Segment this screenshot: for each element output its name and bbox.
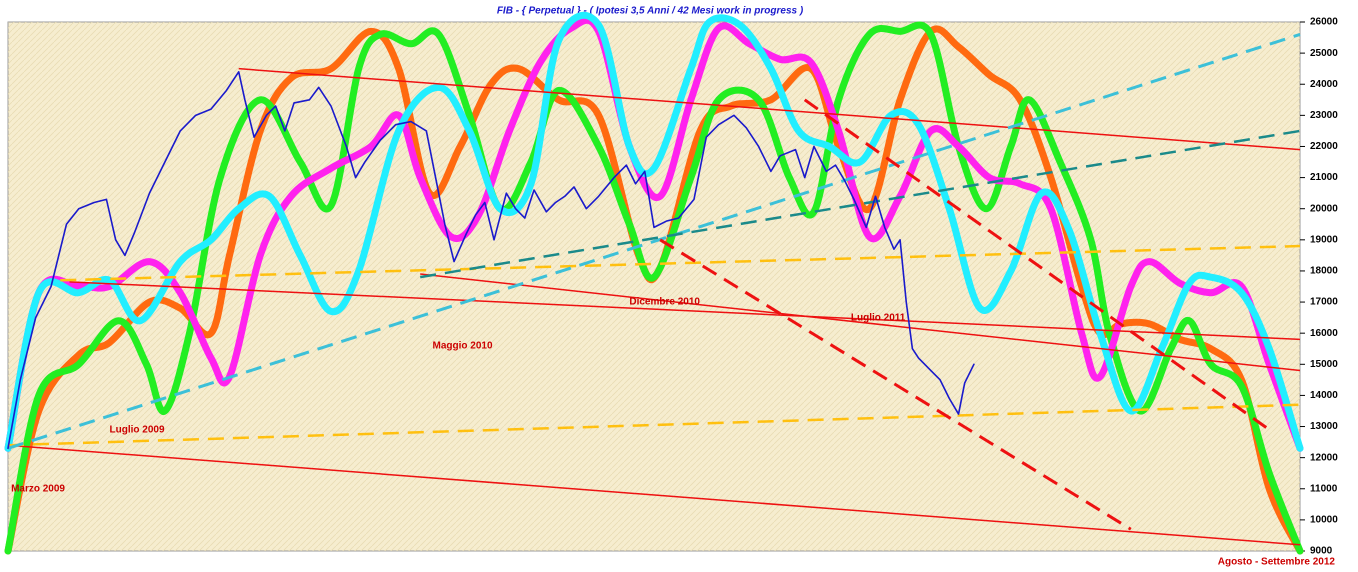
y-tick-label: 15000 (1310, 359, 1338, 370)
y-tick-label: 11000 (1310, 483, 1338, 494)
cycle-wave (4, 16, 1304, 452)
y-tick-label: 12000 (1310, 452, 1338, 463)
cycle-wave (4, 11, 1304, 452)
y-tick-label: 23000 (1310, 110, 1338, 121)
footer-note: Agosto - Settembre 2012 (1218, 557, 1336, 568)
y-tick-label: 21000 (1310, 172, 1338, 183)
y-tick-label: 17000 (1310, 297, 1338, 308)
y-tick-label: 26000 (1310, 17, 1338, 28)
y-tick-label: 19000 (1310, 234, 1338, 245)
annotation: Dicembre 2010 (629, 297, 700, 308)
price-line (7, 70, 975, 450)
trend-line (420, 273, 1301, 372)
y-tick-label: 16000 (1310, 328, 1338, 339)
y-tick-label: 14000 (1310, 390, 1338, 401)
trend-line (7, 444, 1301, 546)
y-tick-label: 9000 (1310, 546, 1333, 557)
annotation: Luglio 2011 (851, 312, 906, 323)
trend-line (7, 403, 1301, 447)
trend-line (60, 244, 1301, 282)
annotation: Maggio 2010 (433, 340, 493, 351)
trend-line (803, 98, 1271, 431)
chart-title: FIB - { Perpetual } - ( Ipotesi 3,5 Anni… (497, 6, 804, 17)
trend-line (69, 281, 1301, 341)
y-tick-label: 24000 (1310, 79, 1338, 90)
y-tick-label: 25000 (1310, 48, 1338, 59)
y-tick-label: 22000 (1310, 141, 1338, 152)
trend-line (659, 238, 1132, 531)
y-tick-label: 13000 (1310, 421, 1338, 432)
annotation: Marzo 2009 (11, 483, 65, 494)
y-tick-label: 10000 (1310, 515, 1338, 526)
annotation: Luglio 2009 (110, 424, 165, 435)
y-tick-label: 20000 (1310, 203, 1338, 214)
y-tick-label: 18000 (1310, 266, 1338, 277)
trend-line (238, 67, 1301, 151)
trend-line (7, 33, 1301, 450)
